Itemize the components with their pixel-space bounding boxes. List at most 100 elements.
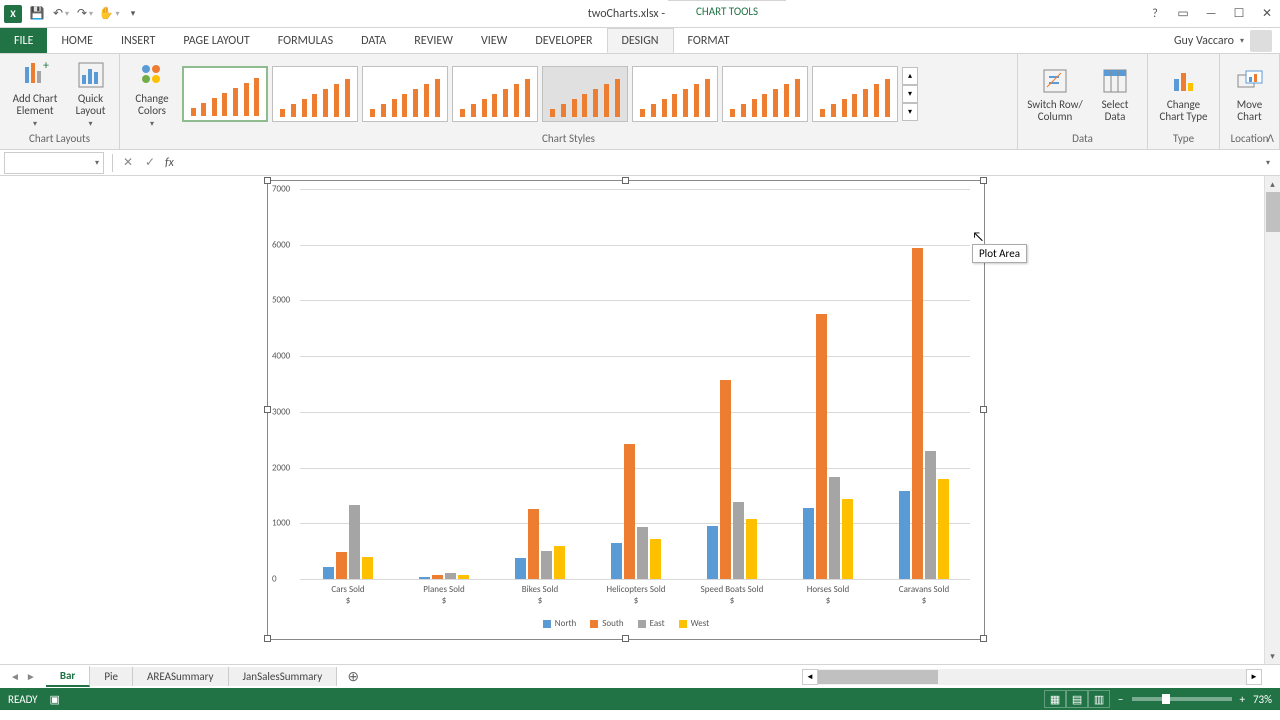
add-sheet-button[interactable]: ⊕ xyxy=(343,668,363,685)
select-data-button[interactable]: Select Data xyxy=(1090,65,1140,123)
chart-style-3[interactable] xyxy=(362,66,448,122)
change-chart-type-button[interactable]: Change Chart Type xyxy=(1154,65,1213,123)
chart-style-7[interactable] xyxy=(722,66,808,122)
close-icon[interactable]: ✕ xyxy=(1254,2,1280,26)
macro-record-icon[interactable]: ▣ xyxy=(50,693,60,706)
bar-north[interactable] xyxy=(899,491,910,579)
scroll-up-icon[interactable]: ▴ xyxy=(1265,176,1280,192)
chart-style-1[interactable] xyxy=(182,66,268,122)
plot-area[interactable]: 01000200030004000500060007000 xyxy=(300,189,970,579)
legend-item-east[interactable]: East xyxy=(638,618,665,629)
sheet-tab-pie[interactable]: Pie xyxy=(90,667,133,686)
enter-formula-icon[interactable]: ✓ xyxy=(139,153,161,173)
redo-icon[interactable]: ↷▾ xyxy=(76,5,94,23)
sheet-tab-areasummary[interactable]: AREASummary xyxy=(133,667,229,686)
bar-south[interactable] xyxy=(432,575,443,579)
selection-handle[interactable] xyxy=(264,177,271,184)
maximize-icon[interactable]: ☐ xyxy=(1226,2,1252,26)
category-group[interactable] xyxy=(509,189,570,579)
zoom-in-icon[interactable]: + xyxy=(1240,693,1245,706)
tab-formulas[interactable]: FORMULAS xyxy=(264,28,347,53)
bar-south[interactable] xyxy=(336,552,347,579)
user-dropdown-icon[interactable]: ▾ xyxy=(1240,36,1244,46)
tab-design[interactable]: DESIGN xyxy=(607,28,674,53)
category-group[interactable] xyxy=(701,189,762,579)
worksheet-area[interactable]: 01000200030004000500060007000 NorthSouth… xyxy=(0,176,1280,664)
category-group[interactable] xyxy=(413,189,474,579)
chart-style-8[interactable] xyxy=(812,66,898,122)
bar-west[interactable] xyxy=(938,479,949,579)
scroll-thumb[interactable] xyxy=(1266,192,1280,232)
switch-row-column-button[interactable]: Switch Row/ Column xyxy=(1024,65,1086,123)
bar-west[interactable] xyxy=(746,519,757,579)
bar-west[interactable] xyxy=(362,557,373,579)
save-icon[interactable]: 💾 xyxy=(28,5,46,23)
bar-west[interactable] xyxy=(554,546,565,579)
tab-home[interactable]: HOME xyxy=(47,28,107,53)
tab-data[interactable]: DATA xyxy=(347,28,400,53)
sheet-tab-bar[interactable]: Bar xyxy=(46,666,91,687)
bar-north[interactable] xyxy=(803,508,814,579)
zoom-slider[interactable] xyxy=(1132,697,1232,701)
selection-handle[interactable] xyxy=(264,635,271,642)
selection-handle[interactable] xyxy=(264,406,271,413)
bar-west[interactable] xyxy=(650,539,661,579)
vertical-scrollbar[interactable]: ▴ ▾ xyxy=(1264,176,1280,664)
horizontal-scrollbar[interactable]: ◄ ► xyxy=(802,669,1262,685)
bar-west[interactable] xyxy=(458,575,469,579)
hscroll-right-icon[interactable]: ► xyxy=(1246,669,1262,685)
scroll-down-icon[interactable]: ▾ xyxy=(1265,648,1280,664)
tab-developer[interactable]: DEVELOPER xyxy=(521,28,606,53)
bar-east[interactable] xyxy=(925,451,936,579)
tab-format[interactable]: FORMAT xyxy=(674,28,744,53)
sheet-tab-jansalessummary[interactable]: JanSalesSummary xyxy=(229,667,338,686)
gallery-more-icon[interactable]: ▾ xyxy=(902,103,918,121)
bar-south[interactable] xyxy=(912,248,923,579)
cancel-formula-icon[interactable]: ✕ xyxy=(117,153,139,173)
chart-style-6[interactable] xyxy=(632,66,718,122)
expand-formula-bar-icon[interactable]: ▾ xyxy=(1266,158,1280,168)
bar-north[interactable] xyxy=(707,526,718,579)
page-break-view-icon[interactable]: ▥ xyxy=(1088,690,1110,708)
normal-view-icon[interactable]: ▦ xyxy=(1044,690,1066,708)
bar-east[interactable] xyxy=(733,502,744,579)
legend-item-west[interactable]: West xyxy=(679,618,710,629)
bar-north[interactable] xyxy=(611,543,622,579)
bar-east[interactable] xyxy=(445,573,456,579)
ribbon-display-icon[interactable]: ▭ xyxy=(1170,2,1196,26)
tab-view[interactable]: VIEW xyxy=(467,28,521,53)
tab-nav-prev-icon[interactable]: ◄ xyxy=(8,668,22,685)
chart-style-2[interactable] xyxy=(272,66,358,122)
bar-north[interactable] xyxy=(419,577,430,579)
hscroll-left-icon[interactable]: ◄ xyxy=(802,669,818,685)
avatar[interactable] xyxy=(1250,30,1272,52)
bar-east[interactable] xyxy=(541,551,552,579)
bar-south[interactable] xyxy=(624,444,635,579)
bar-north[interactable] xyxy=(323,567,334,579)
add-chart-element-button[interactable]: + Add Chart Element▾ xyxy=(6,59,64,129)
selection-handle[interactable] xyxy=(622,635,629,642)
zoom-level[interactable]: 73% xyxy=(1253,693,1272,706)
chart-object[interactable]: 01000200030004000500060007000 NorthSouth… xyxy=(267,180,985,640)
category-group[interactable] xyxy=(605,189,666,579)
tab-page-layout[interactable]: PAGE LAYOUT xyxy=(169,28,263,53)
touch-mode-icon[interactable]: ✋▾ xyxy=(100,5,118,23)
tab-insert[interactable]: INSERT xyxy=(107,28,169,53)
chart-style-5[interactable] xyxy=(542,66,628,122)
undo-icon[interactable]: ↶▾ xyxy=(52,5,70,23)
change-colors-button[interactable]: Change Colors▾ xyxy=(126,59,178,129)
name-box[interactable]: ▾ xyxy=(4,152,104,174)
gallery-scroll-up-icon[interactable]: ▴ xyxy=(902,67,918,85)
selection-handle[interactable] xyxy=(622,177,629,184)
category-group[interactable] xyxy=(797,189,858,579)
bar-south[interactable] xyxy=(528,509,539,579)
help-icon[interactable]: ? xyxy=(1142,2,1168,26)
bar-south[interactable] xyxy=(720,380,731,579)
bar-east[interactable] xyxy=(637,527,648,579)
collapse-ribbon-icon[interactable]: ᐱ xyxy=(1267,132,1274,145)
quick-layout-button[interactable]: Quick Layout▾ xyxy=(68,59,113,129)
gallery-scroll-down-icon[interactable]: ▾ xyxy=(902,85,918,103)
chart-legend[interactable]: NorthSouthEastWest xyxy=(268,618,984,629)
tab-file[interactable]: FILE xyxy=(0,28,47,53)
legend-item-north[interactable]: North xyxy=(543,618,576,629)
